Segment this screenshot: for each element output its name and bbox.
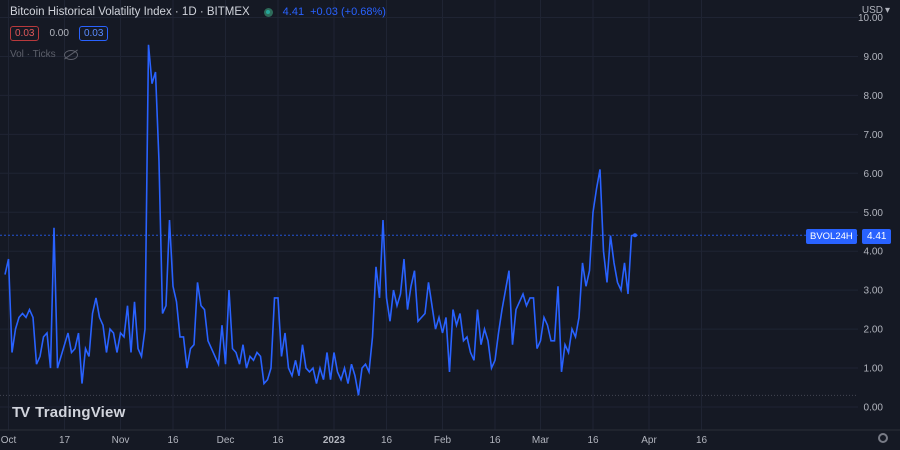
gear-icon[interactable]	[878, 433, 888, 443]
x-tick-label: Dec	[217, 435, 235, 446]
indicator-value-2: 0.00	[49, 28, 69, 39]
x-tick-label: Oct	[1, 435, 17, 446]
volume-legend[interactable]: Vol · Ticks	[10, 49, 78, 60]
chevron-down-icon: ▾	[884, 5, 890, 16]
tradingview-logo-icon: TV	[12, 404, 30, 421]
last-price-tag: 4.41	[862, 229, 892, 244]
y-tick-label: 6.00	[864, 169, 884, 180]
y-tick-label: 5.00	[864, 208, 884, 219]
volatility-series-line[interactable]	[4, 44, 636, 396]
eye-off-icon[interactable]	[63, 49, 78, 60]
y-tick-label: 4.00	[864, 247, 884, 258]
x-tick-label: 16	[272, 435, 284, 446]
currency-label: USD	[861, 5, 883, 16]
y-tick-label: 2.00	[864, 325, 884, 336]
y-tick-label: 0.00	[864, 403, 884, 414]
symbol-title[interactable]: Bitcoin Historical Volatility Index · 1D…	[10, 6, 250, 18]
y-tick-label: 3.00	[864, 286, 884, 297]
tradingview-logo[interactable]: TV TradingView	[12, 404, 125, 421]
y-tick-label: 8.00	[864, 91, 884, 102]
x-tick-label: 16	[381, 435, 393, 446]
y-axis[interactable]: 10.00 9.00 8.00 7.00 6.00 5.00 4.00 3.00 2.00 1.0…	[858, 13, 883, 414]
grid-lines	[0, 0, 858, 430]
x-tick-label: 2023	[323, 435, 346, 446]
last-value: 4.41	[282, 6, 305, 18]
indicator-value-1: 0.03	[10, 26, 40, 41]
indicator-values: 0.03 0.00 0.03	[10, 26, 109, 41]
x-tick-label: 16	[696, 435, 708, 446]
y-tick-label: 1.00	[864, 364, 884, 375]
x-tick-label: 17	[59, 435, 71, 446]
change-value: +0.03 (+0.68%)	[310, 6, 386, 18]
series-name-tag: BVOL24H	[806, 229, 857, 244]
indicator-value-3: 0.03	[78, 26, 109, 41]
x-axis[interactable]: Oct 17 Nov 16 Dec 16 2023 16 Feb 16 Mar 16 Apr 16	[1, 435, 708, 446]
x-tick-label: Feb	[434, 435, 452, 446]
x-tick-label: Nov	[112, 435, 130, 446]
market-status-icon	[263, 7, 273, 17]
x-tick-label: 16	[587, 435, 599, 446]
x-tick-label: 16	[489, 435, 501, 446]
y-tick-label: 7.00	[864, 130, 884, 141]
chart-legend: Bitcoin Historical Volatility Index · 1D…	[10, 6, 386, 18]
x-tick-label: Mar	[532, 435, 550, 446]
x-tick-label: Apr	[641, 435, 657, 446]
volume-label: Vol · Ticks	[10, 49, 56, 60]
currency-selector[interactable]: USD ▾	[862, 5, 890, 16]
y-tick-label: 9.00	[864, 52, 884, 63]
tradingview-logo-text: TradingView	[35, 404, 126, 421]
y-tick-label: 10.00	[858, 13, 883, 24]
x-tick-label: 16	[167, 435, 179, 446]
last-point-marker	[633, 233, 637, 238]
